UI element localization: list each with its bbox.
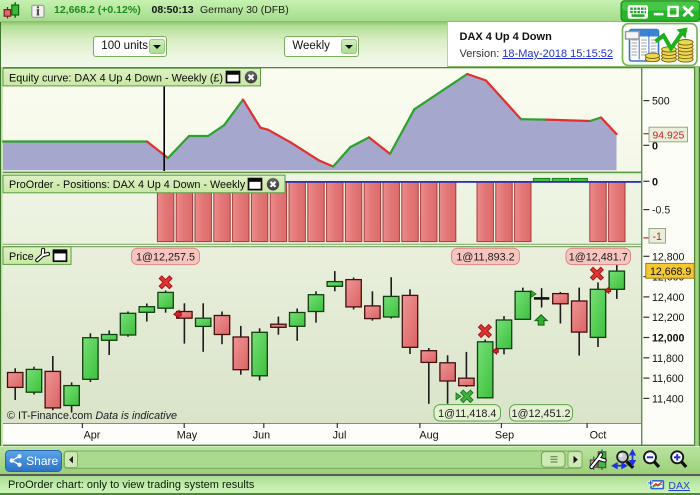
svg-text:Jul: Jul (333, 430, 347, 442)
svg-text:Sep: Sep (495, 430, 514, 442)
svg-text:1@12,257.5: 1@12,257.5 (136, 251, 195, 263)
svg-text:12,668.9: 12,668.9 (650, 266, 691, 278)
svg-text:12,200: 12,200 (652, 312, 685, 324)
svg-text:11,600: 11,600 (652, 373, 684, 385)
svg-text:-1: -1 (653, 231, 663, 243)
svg-text:1@12,451.2: 1@12,451.2 (512, 408, 571, 420)
svg-text:Apr: Apr (84, 430, 101, 442)
svg-text:94.925: 94.925 (653, 131, 685, 142)
svg-text:Oct: Oct (590, 430, 607, 442)
svg-text:500: 500 (652, 96, 670, 108)
svg-text:1@12,481.7: 1@12,481.7 (569, 251, 628, 263)
svg-text:Jun: Jun (253, 430, 270, 442)
svg-text:Aug: Aug (419, 430, 438, 442)
svg-text:12,400: 12,400 (652, 292, 685, 304)
svg-text:0: 0 (652, 176, 658, 188)
svg-text:12,800: 12,800 (652, 251, 685, 263)
svg-text:© IT-Finance.com Data is indic: © IT-Finance.com Data is indicative (7, 410, 177, 422)
svg-text:1@11,418.4: 1@11,418.4 (438, 408, 496, 420)
svg-text:11,400: 11,400 (652, 393, 684, 405)
svg-text:0: 0 (652, 141, 658, 153)
svg-text:Equity curve: DAX 4 Up 4 Down: Equity curve: DAX 4 Up 4 Down - Weekly (… (9, 72, 223, 84)
svg-text:11,800: 11,800 (652, 353, 684, 365)
svg-text:Price: Price (9, 251, 34, 263)
svg-text:1@11,893.2: 1@11,893.2 (456, 251, 514, 263)
svg-text:May: May (177, 430, 198, 442)
svg-text:-0.5: -0.5 (652, 205, 670, 217)
svg-text:12,000: 12,000 (652, 333, 685, 345)
svg-text:ProOrder - Positions: DAX 4 Up: ProOrder - Positions: DAX 4 Up 4 Down - … (9, 179, 246, 191)
